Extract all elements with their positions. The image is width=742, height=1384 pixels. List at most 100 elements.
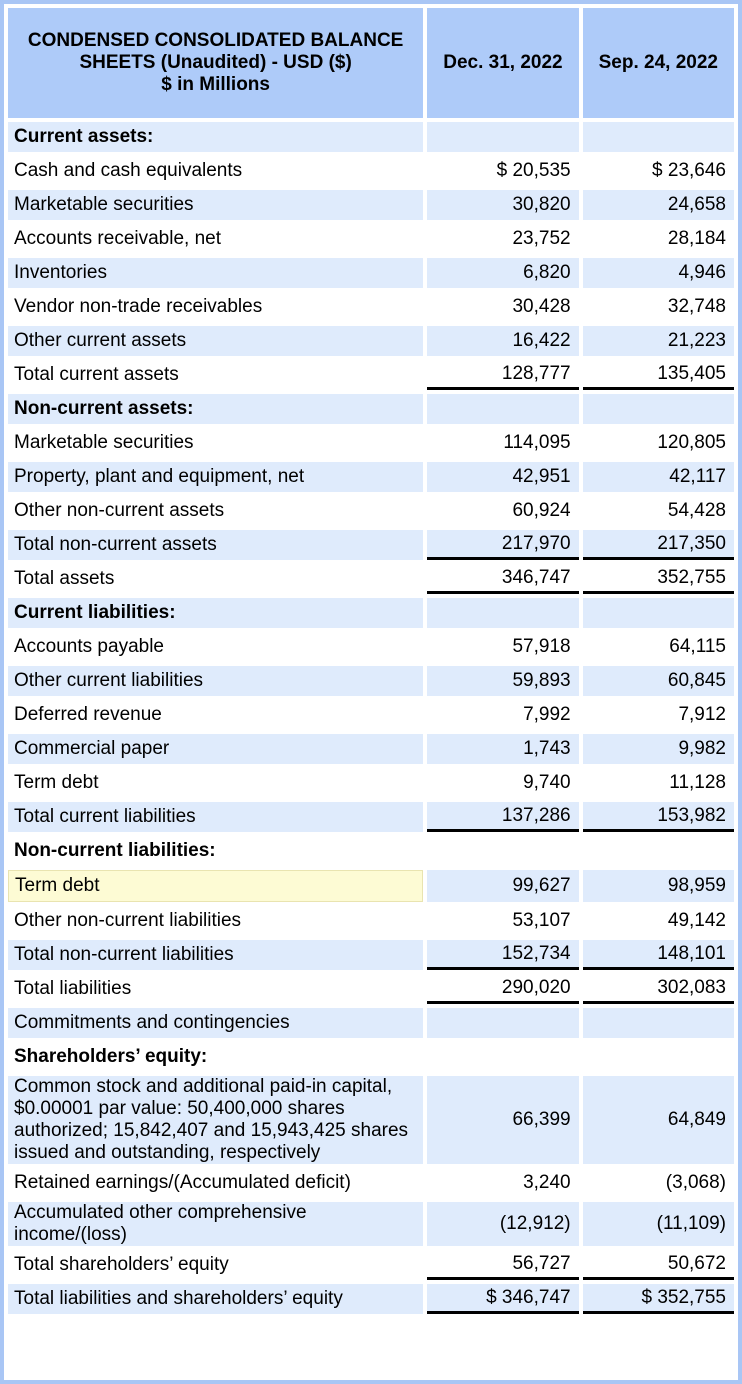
row-label: Commitments and contingencies [8,1008,424,1038]
table-row: Cash and cash equivalents $ 20,535 $ 23,64… [8,156,734,186]
value-sep-2022: 9,982 [582,734,734,764]
value-sep-2022: 42,117 [582,462,734,492]
table-row: Accounts payable 57,918 64,115 [8,632,734,662]
row-label: Inventories [8,258,424,288]
row-label: Cash and cash equivalents [14,160,243,181]
value-dec-2022: 60,924 [512,500,571,521]
row-label: Retained earnings/(Accumulated deficit) [14,1172,351,1193]
total-row: Total current liabilities 137,286 153,982 [8,802,734,832]
value-sep-2022: 352,755 [582,564,734,594]
row-label: Accumulated other comprehensive income/(… [8,1202,424,1246]
table-row: Other current assets 16,422 21,223 [8,326,734,356]
row-label: Total non-current liabilities [8,940,424,970]
value-sep-2022 [583,1042,734,1072]
row-label: Shareholders’ equity: [14,1046,208,1067]
table-row: Accounts receivable, net 23,752 28,184 [8,224,734,254]
total-row: Total current assets 128,777 135,405 [8,360,734,390]
value-dec-2022 [427,122,579,152]
value-dec-2022: $ 20,535 [496,160,571,181]
row-label: Accounts payable [14,636,164,657]
table-title-cell: CONDENSED CONSOLIDATED BALANCE SHEETS (U… [8,8,424,118]
value-sep-2022: (11,109) [582,1202,734,1246]
table-row: Retained earnings/(Accumulated deficit) 3… [8,1168,734,1198]
section-heading-row: Non-current assets: [8,394,734,424]
row-label: Property, plant and equipment, net [8,462,424,492]
value-sep-2022: 11,128 [669,772,726,793]
value-dec-2022: 6,820 [427,258,579,288]
value-sep-2022: 21,223 [582,326,734,356]
row-label: Common stock and additional paid-in capi… [8,1076,424,1164]
total-row: Total liabilities and shareholders’ equi… [8,1284,734,1314]
section-heading-row: Current assets: [8,122,734,152]
value-sep-2022: 7,912 [678,704,726,725]
value-sep-2022: 60,845 [582,666,734,696]
value-sep-2022: 120,805 [657,432,726,453]
value-dec-2022 [427,598,579,628]
row-label: Non-current assets: [8,394,424,424]
value-dec-2022: 59,893 [427,666,579,696]
row-label: Other non-current assets [14,500,225,521]
table-row: Commitments and contingencies [8,1008,734,1038]
column-header-dec-2022: Dec. 31, 2022 [427,8,579,118]
value-dec-2022: 30,428 [512,296,571,317]
value-dec-2022: 137,286 [427,802,579,832]
table-row: Marketable securities 114,095 120,805 [8,428,734,458]
table-row: Common stock and additional paid-in capi… [8,1076,734,1164]
value-sep-2022: 148,101 [582,940,734,970]
row-label: Total current assets [14,364,179,385]
row-label: Vendor non-trade receivables [14,296,263,317]
value-dec-2022: 16,422 [427,326,579,356]
value-dec-2022: 53,107 [512,910,571,931]
row-label: Term debt [14,772,99,793]
value-dec-2022: 57,918 [512,636,571,657]
table-row: Marketable securities 30,820 24,658 [8,190,734,220]
value-sep-2022 [582,598,734,628]
table-row: Other non-current liabilities 53,107 49,14… [8,906,734,936]
value-sep-2022: 49,142 [667,910,726,931]
section-heading-row: Current liabilities: [8,598,734,628]
table-row: Inventories 6,820 4,946 [8,258,734,288]
row-label: Other current liabilities [8,666,424,696]
total-row: Total non-current liabilities 152,734 148,… [8,940,734,970]
row-label: Total liabilities and shareholders’ equi… [8,1284,424,1314]
value-dec-2022: 114,095 [503,432,571,453]
value-sep-2022: 64,115 [669,636,726,657]
row-label: Total liabilities [14,978,132,999]
value-sep-2022 [582,122,734,152]
value-sep-2022: 98,959 [582,870,734,902]
value-sep-2022: 32,748 [667,296,726,317]
value-sep-2022: 153,982 [582,802,734,832]
row-label: Marketable securities [14,432,194,453]
value-dec-2022: 42,951 [427,462,579,492]
row-label: Non-current liabilities: [14,840,216,861]
row-label: Deferred revenue [14,704,162,725]
table-row: Property, plant and equipment, net 42,951… [8,462,734,492]
value-dec-2022 [427,394,579,424]
row-label: Other non-current liabilities [14,910,242,931]
value-sep-2022 [582,394,734,424]
balance-sheet-table: CONDENSED CONSOLIDATED BALANCE SHEETS (U… [4,4,738,1318]
value-dec-2022: 152,734 [427,940,579,970]
row-label: Current liabilities: [8,598,424,628]
value-sep-2022: $ 23,646 [652,160,726,181]
table-row: Deferred revenue 7,992 7,912 [8,700,734,730]
row-label: Accounts receivable, net [14,228,222,249]
value-dec-2022: 23,752 [512,228,571,249]
value-sep-2022 [582,1008,734,1038]
table-row: Other non-current assets 60,924 54,428 [8,496,734,526]
row-label: Total shareholders’ equity [14,1254,229,1275]
table-row: Commercial paper 1,743 9,982 [8,734,734,764]
value-sep-2022: 4,946 [582,258,734,288]
value-sep-2022: 28,184 [667,228,726,249]
value-dec-2022: 30,820 [427,190,579,220]
total-row: Total liabilities 290,020 302,083 [8,974,734,1004]
value-sep-2022: 217,350 [582,530,734,560]
column-header-sep-2022: Sep. 24, 2022 [582,8,734,118]
value-dec-2022 [427,836,578,866]
value-dec-2022: (12,912) [427,1202,579,1246]
row-label: Marketable securities [8,190,424,220]
value-sep-2022: 24,658 [582,190,734,220]
row-label: Total assets [14,568,115,589]
total-row: Total shareholders’ equity 56,727 50,672 [8,1250,734,1280]
